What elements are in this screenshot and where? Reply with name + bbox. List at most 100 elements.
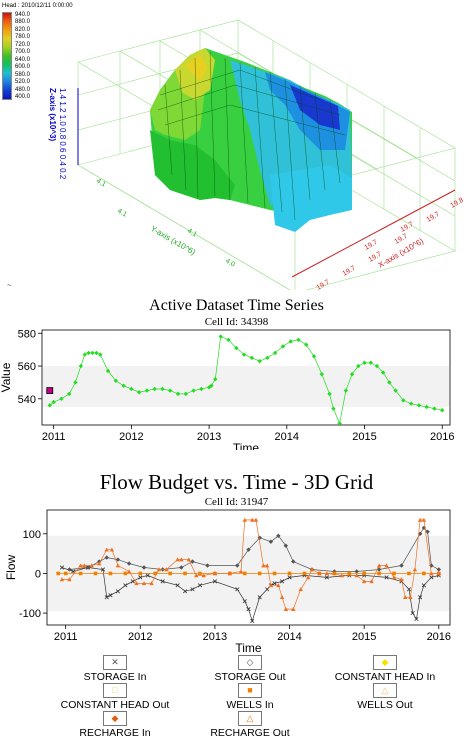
x-marker-icon: ✕ (103, 655, 127, 670)
data-point (261, 563, 266, 568)
data-point (401, 398, 406, 403)
data-point (138, 571, 143, 576)
legend-value: 580.0 (15, 71, 31, 78)
chart1-subtitle: Cell Id: 34398 (204, 316, 269, 328)
flow-budget-chart[interactable]: -100 0 100 2011 2012 2013 2014 2015 2016 Time Flow (0, 500, 473, 660)
legend-label: CONSTANT HEAD Out (60, 699, 170, 711)
data-point (436, 571, 442, 576)
data-point (86, 350, 91, 356)
data-point (98, 352, 103, 357)
data-point (408, 595, 413, 600)
data-point (242, 571, 247, 576)
data-point (238, 569, 244, 574)
legend-entry[interactable]: ◇ STORAGE Out (175, 655, 325, 683)
data-point (63, 571, 68, 576)
tilde-mark: ~ (7, 281, 12, 290)
square-outline-icon: □ (103, 683, 127, 698)
legend-entry[interactable]: △ RECHARGE Out (175, 711, 325, 739)
data-point (380, 370, 386, 375)
data-point (384, 575, 389, 580)
y-tick: 4.0 (224, 258, 236, 269)
data-point (183, 571, 187, 576)
data-point (424, 404, 429, 410)
data-point (377, 571, 381, 576)
data-point (265, 587, 270, 592)
data-point (108, 571, 113, 576)
legend-entry[interactable]: ◆ CONSTANT HEAD In (310, 655, 460, 683)
legend-entry[interactable]: ◆ RECHARGE In (40, 711, 190, 739)
3d-surface-canvas[interactable]: 1.4 1.2 1.0 0.8 0.6 0.4 0.2 Z-axis (x10^… (0, 0, 473, 294)
data-point (414, 616, 419, 622)
x-tick-label: 2013 (197, 431, 221, 443)
data-point (250, 517, 255, 522)
data-point (226, 337, 231, 343)
legend-value: 700.0 (15, 49, 31, 56)
z-axis-label: Z-axis (x10^3) (48, 88, 57, 141)
legend-value: 480.0 (15, 86, 31, 93)
data-point (179, 565, 184, 570)
legend-entry[interactable]: ■ WELLS In (175, 683, 325, 711)
data-point (337, 421, 342, 426)
data-point (369, 579, 374, 584)
legend-value: 520.0 (15, 79, 31, 86)
head-surface (150, 48, 352, 232)
legend-label: RECHARGE In (79, 727, 151, 739)
data-point (356, 363, 361, 369)
data-point (250, 618, 255, 624)
diamond-filled-icon: ◆ (103, 711, 127, 726)
y-tick: 4.1 (95, 178, 107, 189)
data-point (212, 579, 217, 584)
data-point (257, 571, 262, 576)
data-point (105, 368, 111, 374)
series-line (61, 567, 439, 623)
data-point (412, 567, 418, 572)
flow-legend: ✕ STORAGE In ◇ STORAGE Out ◆ CONSTANT HE… (0, 655, 473, 745)
diamond-outline-icon: ◇ (238, 655, 262, 670)
data-point (108, 593, 113, 598)
data-point (362, 571, 366, 576)
chart2-title: Flow Budget vs. Time - 3D Grid (99, 470, 374, 494)
triangle-outline-icon: △ (238, 711, 262, 726)
legend-value: 820.0 (15, 26, 31, 33)
current-time-marker[interactable] (46, 387, 54, 395)
data-point (298, 587, 303, 592)
legend-value: 880.0 (15, 19, 31, 26)
legend-entry[interactable]: ✕ STORAGE In (40, 655, 190, 683)
legend-entry[interactable]: □ CONSTANT HEAD Out (40, 683, 190, 711)
data-point (115, 563, 121, 568)
legend-label: CONSTANT HEAD In (334, 671, 436, 683)
data-point (59, 577, 65, 582)
data-point (121, 383, 126, 388)
data-point (309, 567, 315, 572)
x-tick-label: 2016 (430, 431, 454, 443)
data-point (126, 569, 132, 574)
legend-entry[interactable]: △ WELLS Out (310, 683, 460, 711)
data-point (153, 571, 158, 576)
time-series-chart[interactable]: 540 560 580 2011 2012 2013 2014 2015 2016 Time Val… (0, 325, 473, 450)
legend-label: WELLS Out (357, 699, 413, 711)
z-axis: 1.4 1.2 1.0 0.8 0.6 0.4 0.2 Z-axis (x10^… (48, 88, 79, 180)
data-point (190, 587, 195, 592)
data-point (265, 355, 270, 361)
x-axis-label: Time (235, 641, 262, 655)
data-point (115, 589, 120, 594)
3d-surface-view[interactable]: 1.4 1.2 1.0 0.8 0.6 0.4 0.2 Z-axis (x10^… (0, 0, 473, 294)
data-point (429, 575, 434, 580)
data-point (291, 606, 296, 611)
data-point (59, 565, 65, 570)
x-tick: 19.7 (400, 221, 415, 234)
x-tick-label: 2015 (352, 431, 376, 443)
x-tick-label: 2016 (427, 631, 451, 643)
data-point (407, 571, 411, 576)
y-tick-label: 100 (23, 529, 41, 541)
data-point (276, 583, 281, 588)
data-point (141, 565, 147, 570)
color-ramp (2, 12, 12, 100)
data-point (67, 391, 72, 397)
data-point (392, 571, 396, 576)
legend-value: 720.0 (15, 41, 31, 48)
chart2-subtitle: Cell Id: 31947 (204, 496, 269, 508)
data-point (343, 388, 349, 393)
data-point (417, 531, 423, 536)
data-point (279, 595, 285, 600)
